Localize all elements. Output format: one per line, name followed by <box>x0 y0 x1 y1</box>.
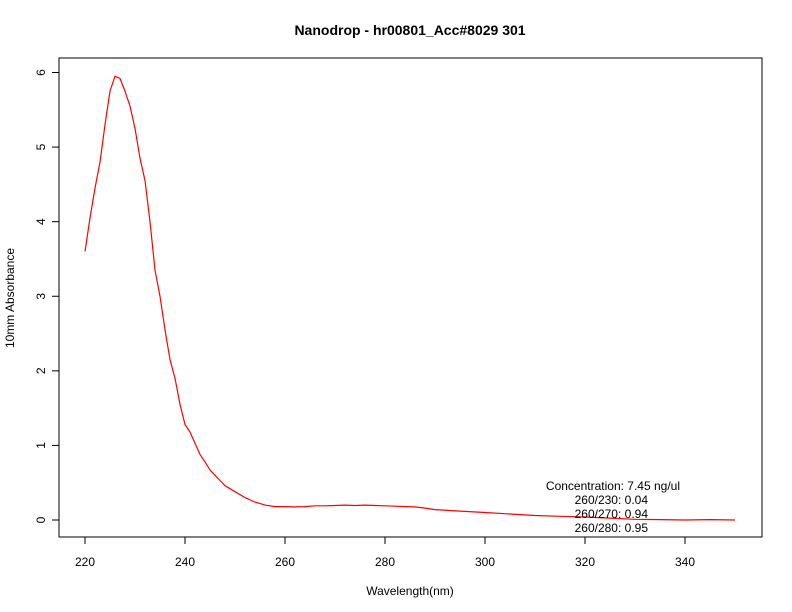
series-line <box>84 75 736 521</box>
annotations: Concentration: 7.45 ng/ul 260/230: 0.04 … <box>546 479 680 535</box>
y-tick-label: 2 <box>34 367 48 374</box>
x-tick-label: 280 <box>375 555 395 569</box>
y-tick-label: 4 <box>34 218 48 225</box>
x-tick-label: 340 <box>675 555 695 569</box>
x-tick-label: 220 <box>75 555 95 569</box>
x-axis-label: Wavelength(nm) <box>366 584 454 598</box>
x-tick-label: 240 <box>175 555 195 569</box>
x-tick-label: 260 <box>275 555 295 569</box>
annotation-260-270: 260/270: 0.94 <box>575 507 649 521</box>
annotation-concentration: Concentration: 7.45 ng/ul <box>546 479 680 493</box>
x-tick-label: 320 <box>575 555 595 569</box>
annotation-260-230: 260/230: 0.04 <box>575 493 649 507</box>
plot-frame <box>58 57 763 538</box>
y-tick-label: 3 <box>34 293 48 300</box>
x-tick-label: 300 <box>475 555 495 569</box>
y-tick-label: 6 <box>34 69 48 76</box>
y-axis: 0 1 2 3 4 5 6 <box>34 69 59 523</box>
y-tick-label: 0 <box>34 516 48 523</box>
annotation-260-280: 260/280: 0.95 <box>575 521 649 535</box>
x-axis: 220 240 260 280 300 320 340 <box>75 537 695 569</box>
y-tick-label: 5 <box>34 143 48 150</box>
chart-title: Nanodrop - hr00801_Acc#8029 301 <box>294 22 525 38</box>
y-tick-label: 1 <box>34 442 48 449</box>
y-axis-label: 10mm Absorbance <box>3 248 17 348</box>
